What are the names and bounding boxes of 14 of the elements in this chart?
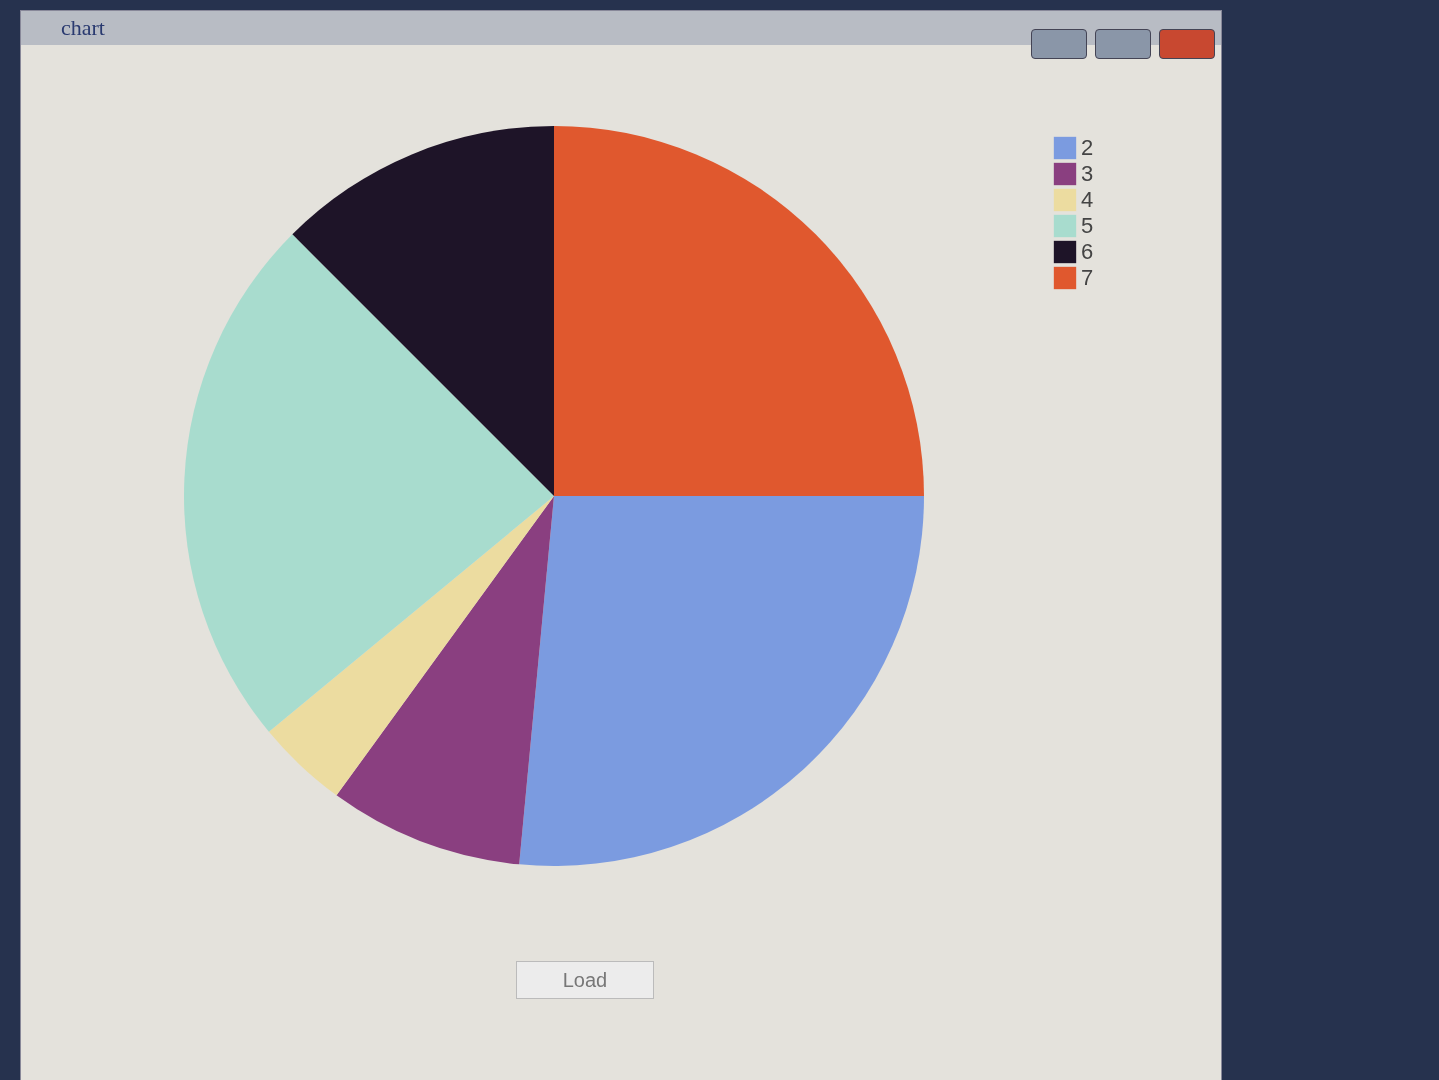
legend-label: 5 <box>1081 213 1094 238</box>
chart-title: chart <box>61 15 105 41</box>
legend-label: 6 <box>1081 239 1094 264</box>
pie-slice <box>184 234 554 732</box>
pie-slice <box>519 496 924 866</box>
text: Load <box>516 961 654 999</box>
pie-slice <box>336 496 554 865</box>
legend-label: 7 <box>1081 265 1094 290</box>
pie-slice <box>554 126 924 496</box>
legend-label: 2 <box>1081 135 1094 160</box>
pie-slice <box>292 126 554 496</box>
pie-slice <box>268 496 554 796</box>
legend-label: 4 <box>1081 187 1094 212</box>
legend-label: 3 <box>1081 161 1094 186</box>
